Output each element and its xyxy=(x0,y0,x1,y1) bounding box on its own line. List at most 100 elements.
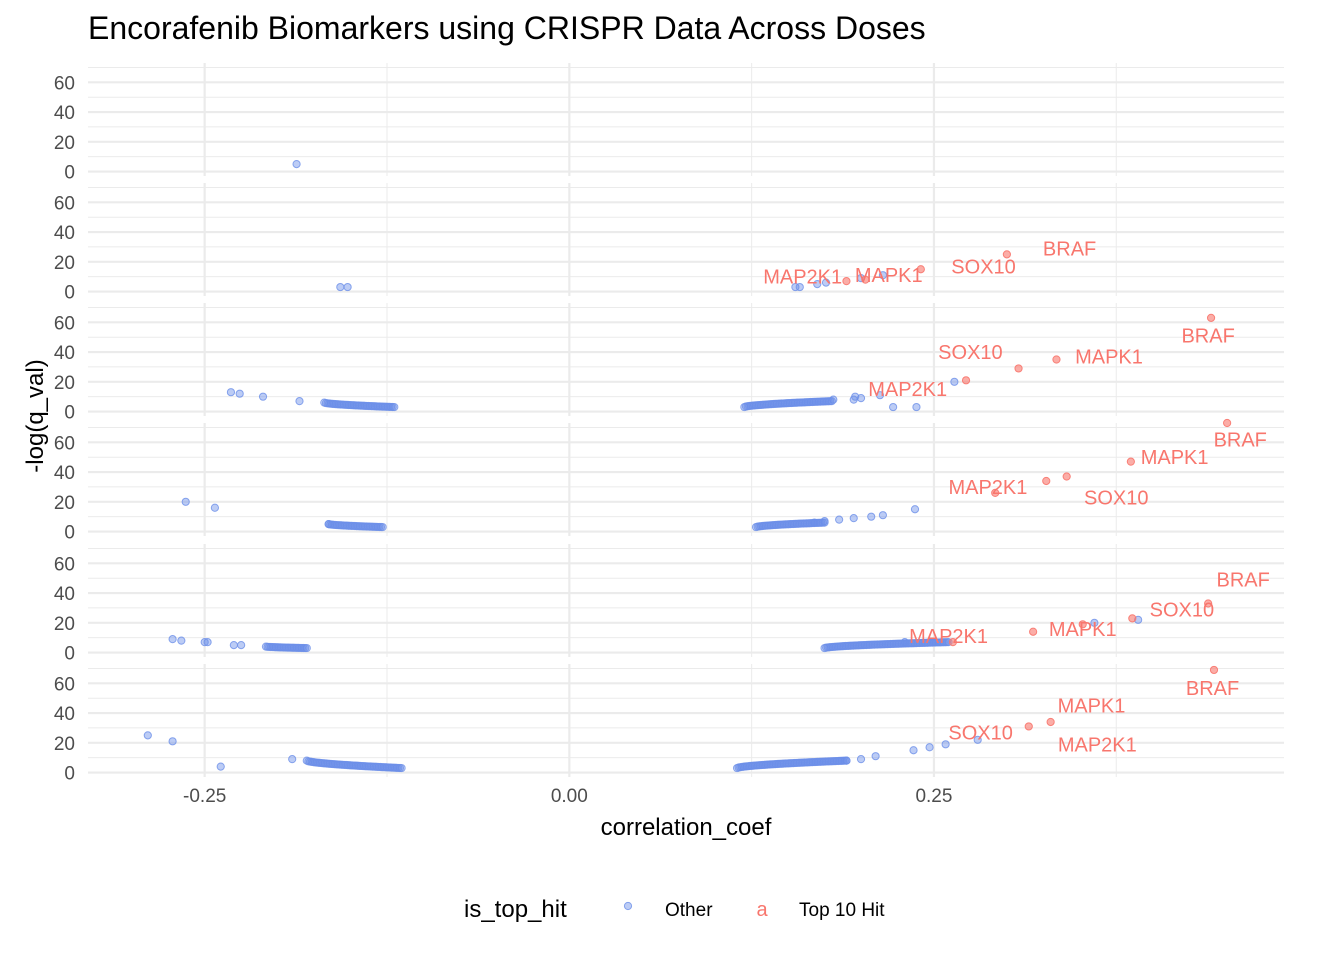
point-other xyxy=(390,402,399,412)
y-tick-label: 20 xyxy=(54,373,75,394)
chart-title: Encorafenib Biomarkers using CRISPR Data… xyxy=(88,10,926,46)
point-other xyxy=(295,397,304,406)
point-other xyxy=(168,737,177,746)
gene-label: MAP2K1 xyxy=(948,477,1027,499)
point-other xyxy=(210,503,219,512)
gene-label: MAP2K1 xyxy=(1058,734,1137,756)
point-other xyxy=(973,735,982,744)
legend-label-other: Other xyxy=(665,900,713,921)
point-other xyxy=(851,392,860,401)
point-top-hit xyxy=(842,277,851,286)
y-tick-label: 40 xyxy=(54,584,75,605)
point-other xyxy=(235,389,244,398)
point-other xyxy=(909,746,918,755)
gene-label: MAP2K1 xyxy=(909,626,988,648)
y-tick-label: 0 xyxy=(64,403,75,424)
y-tick-label: 20 xyxy=(54,493,75,514)
point-top-hit xyxy=(1206,313,1216,322)
point-top-hit xyxy=(948,638,958,647)
facet-panel: 0 20 40 60 0.037037 SOX10 MAPK1 MAP2K1 BRAF xyxy=(54,303,1284,424)
point-other xyxy=(950,377,959,386)
y-tick-label: 60 xyxy=(54,193,75,214)
legend-label-top-hit: Top 10 Hit xyxy=(799,900,885,921)
point-other xyxy=(200,638,209,647)
point-other xyxy=(791,282,800,292)
point-top-hit xyxy=(1002,250,1011,259)
facet-panel: 0 20 40 60 0.0013717421 xyxy=(54,59,1314,184)
point-other xyxy=(397,763,406,773)
point-top-hit xyxy=(916,265,925,274)
y-axis-title: -log(q_val) xyxy=(22,359,49,472)
gene-label: MAP2K1 xyxy=(763,267,842,289)
y-tick-label: 20 xyxy=(54,614,75,635)
gene-label: BRAF xyxy=(1214,429,1267,451)
point-top-hit xyxy=(1209,665,1219,675)
point-other xyxy=(336,282,345,292)
legend: is_top_hit Other a Top 10 Hit xyxy=(464,896,885,923)
facet-panel: 0 20 40 60 1 SOX10 MAPK1 MAP2K1 BRAF xyxy=(54,664,1284,785)
gene-label: BRAF xyxy=(1181,326,1234,348)
y-tick-label: 60 xyxy=(54,313,75,334)
point-other xyxy=(181,497,190,506)
point-other xyxy=(856,755,866,764)
y-tick-label: 60 xyxy=(54,433,75,454)
facet-panel: 0 20 40 60 0.0123457 MAP2K1 MAPK1 SOX10 BRAF xyxy=(54,183,1314,304)
point-other xyxy=(829,395,838,404)
point-top-hit xyxy=(1223,418,1232,428)
facet-strip-label: 0.333333 xyxy=(1293,561,1314,640)
point-top-hit xyxy=(961,376,971,385)
gene-label: MAPK1 xyxy=(855,265,923,287)
point-other xyxy=(292,160,301,169)
point-other xyxy=(889,402,898,412)
y-tick-label: 60 xyxy=(54,674,75,695)
x-tick-label: -0.25 xyxy=(183,786,226,807)
facet-strip-label: 0.0013717421 xyxy=(1293,59,1314,181)
point-other xyxy=(143,731,152,740)
gene-label: SOX10 xyxy=(948,722,1012,744)
facet-strip-label: 0.0123457 xyxy=(1293,195,1314,285)
y-tick-label: 0 xyxy=(64,764,75,785)
gene-label: SOX10 xyxy=(938,342,1002,364)
x-axis: -0.25 0.00 0.25 xyxy=(183,786,952,807)
gene-label: BRAF xyxy=(1216,570,1269,592)
gene-label: BRAF xyxy=(1186,678,1239,700)
point-top-hit xyxy=(1052,355,1061,364)
gene-label: SOX10 xyxy=(1084,487,1148,509)
point-top-hit xyxy=(1014,364,1023,373)
point-top-hit xyxy=(1126,457,1135,466)
point-other xyxy=(288,755,297,764)
point-other xyxy=(842,756,851,765)
y-tick-label: 40 xyxy=(54,223,75,244)
point-other xyxy=(875,391,885,400)
point-top-hit xyxy=(1046,717,1055,727)
gene-label: SOX10 xyxy=(951,256,1015,278)
point-top-hit xyxy=(861,275,870,284)
x-tick-label: 0.25 xyxy=(915,786,952,807)
point-top-hit xyxy=(1128,614,1137,623)
point-top-hit xyxy=(1204,599,1213,608)
point-other xyxy=(849,514,858,523)
point-top-hit xyxy=(991,488,1000,497)
point-other xyxy=(941,740,950,749)
y-tick-label: 20 xyxy=(54,734,75,755)
point-other xyxy=(813,280,822,289)
y-tick-label: 40 xyxy=(54,704,75,725)
legend-key-top-hit: a xyxy=(756,899,768,921)
point-other xyxy=(821,278,831,287)
legend-title: is_top_hit xyxy=(464,896,567,923)
point-other xyxy=(324,520,333,529)
point-other xyxy=(168,635,177,644)
point-top-hit xyxy=(1042,476,1051,486)
point-other xyxy=(810,518,819,527)
point-top-hit xyxy=(1029,627,1038,636)
point-other xyxy=(378,522,387,532)
y-tick-label: 20 xyxy=(54,133,75,154)
gene-label: MAPK1 xyxy=(1049,619,1117,641)
y-tick-label: 0 xyxy=(64,163,75,184)
point-other xyxy=(302,643,311,653)
y-tick-label: 0 xyxy=(64,644,75,665)
point-other xyxy=(237,641,246,650)
gene-label: MAPK1 xyxy=(1058,696,1126,718)
